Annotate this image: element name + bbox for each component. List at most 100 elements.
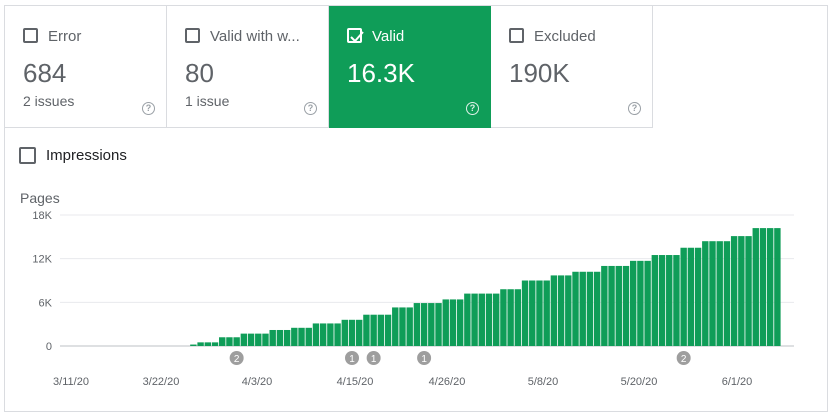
chart-bar [406, 307, 413, 346]
check-icon [350, 31, 364, 43]
chart-bar [752, 228, 759, 346]
x-tick-label: 6/1/20 [722, 376, 753, 388]
chart-bar [615, 265, 622, 346]
chart-bar [658, 255, 666, 346]
annotation-label: 2 [234, 354, 240, 365]
chart-bar [637, 260, 644, 346]
chart-bar [572, 271, 579, 346]
chart-bar [204, 342, 212, 346]
y-axis-title: Pages [20, 190, 60, 206]
x-tick-label: 3/11/20 [53, 376, 89, 388]
tile-value: 684 [23, 58, 67, 88]
chart-bar [435, 303, 442, 346]
chart-bar [399, 307, 406, 346]
chart-bar [709, 241, 716, 346]
chart-bar [464, 293, 471, 346]
annotation-marker [417, 351, 432, 365]
chart-bar [766, 228, 774, 346]
impressions-label: Impressions [46, 147, 127, 164]
status-tiles: Error 684 2 issues ? Valid with w... 80 … [5, 6, 653, 128]
chart-bar [197, 342, 204, 346]
index-coverage-card: Error 684 2 issues ? Valid with w... 80 … [4, 5, 828, 412]
help-icon[interactable]: ? [304, 102, 317, 115]
chart-bar [774, 228, 781, 346]
tile-issues: 2 issues [23, 93, 75, 109]
valid-checkbox[interactable] [347, 28, 364, 43]
chart-bar [226, 337, 233, 346]
help-icon[interactable]: ? [466, 102, 479, 115]
chart-bar [507, 289, 514, 346]
chart-bar [298, 327, 305, 346]
chart-bar [622, 265, 630, 346]
chart-bar [673, 255, 680, 346]
annotation-label: 2 [681, 354, 687, 365]
chart-bar [738, 236, 745, 346]
chart-bar [579, 271, 586, 346]
chart-bar [702, 241, 709, 346]
chart-bar [666, 255, 673, 346]
tile-valid[interactable]: Valid 16.3K ? [329, 6, 491, 128]
y-tick-label: 6K [39, 297, 53, 309]
x-tick-label: 5/8/20 [528, 376, 559, 388]
chart-bar [593, 271, 601, 346]
chart-bar [269, 329, 276, 346]
help-icon[interactable]: ? [142, 102, 155, 115]
chart-bar [247, 333, 255, 346]
chart-bar [219, 337, 226, 346]
chart-bar [550, 275, 558, 346]
chart-bar [291, 327, 298, 346]
chart-bar [319, 323, 327, 346]
chart-bar [255, 333, 262, 346]
pages-chart: 0 6K 12K 18K 2 1 1 1 2 3/11/20 3/22/20 4/3/20 4/15/2… [32, 210, 794, 388]
impressions-checkbox[interactable] [19, 147, 36, 164]
chart-bar [521, 280, 529, 346]
chart-bar [608, 265, 615, 346]
chart-bar [305, 327, 312, 346]
tile-value: 190K [509, 58, 570, 88]
annotation-marker [676, 351, 691, 365]
tile-value: 80 [185, 58, 214, 88]
chart-bar [536, 280, 543, 346]
chart-bar [356, 319, 363, 346]
tile-excluded[interactable]: Excluded 190K ? [491, 6, 653, 128]
tile-issues: 1 issue [185, 93, 230, 109]
chart-bar [233, 337, 240, 346]
chart-bar [428, 303, 435, 346]
chart-bar [384, 314, 392, 346]
chart-bar [529, 280, 536, 346]
excluded-checkbox[interactable] [509, 28, 524, 43]
tile-value: 16.3K [347, 58, 415, 88]
chart-bar [413, 303, 421, 346]
chart-bar [730, 236, 738, 346]
chart-bar [370, 314, 377, 346]
chart-bar [680, 247, 687, 346]
chart-bar [716, 241, 723, 346]
y-tick-label: 12K [32, 254, 52, 266]
impressions-toggle[interactable]: Impressions [19, 147, 127, 164]
chart-bar [478, 293, 485, 346]
chart-bar [759, 228, 767, 346]
chart-bar [629, 260, 637, 346]
x-tick-label: 5/20/20 [621, 376, 658, 388]
annotation-marker [345, 351, 360, 365]
chart-bar [442, 299, 449, 346]
help-icon[interactable]: ? [628, 102, 641, 115]
chart-bar [363, 314, 370, 346]
valid-with-warnings-checkbox[interactable] [185, 28, 200, 43]
chart-bar [262, 333, 269, 346]
tile-valid-with-warnings[interactable]: Valid with w... 80 1 issue ? [167, 6, 329, 128]
chart-bar [543, 280, 550, 346]
annotation-marker [366, 351, 381, 365]
x-tick-label: 4/15/20 [337, 376, 374, 388]
chart-bar [190, 344, 197, 346]
tile-error[interactable]: Error 684 2 issues ? [5, 6, 167, 128]
chart-bar [420, 303, 428, 346]
error-checkbox[interactable] [23, 28, 38, 43]
chart-bar [687, 247, 695, 346]
annotation-marker [229, 351, 244, 365]
chart-bar [334, 323, 341, 346]
chart-bar [723, 241, 731, 346]
chart-bar [312, 323, 320, 346]
chart-bar [694, 247, 702, 346]
chart-bar [341, 319, 348, 346]
